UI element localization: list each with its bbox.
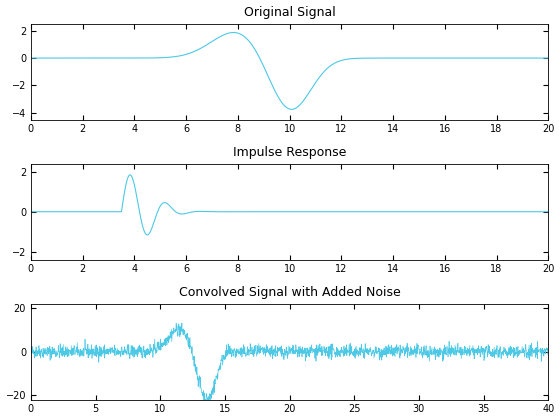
Title: Impulse Response: Impulse Response bbox=[233, 146, 346, 159]
Title: Convolved Signal with Added Noise: Convolved Signal with Added Noise bbox=[179, 286, 400, 299]
Title: Original Signal: Original Signal bbox=[244, 5, 335, 18]
